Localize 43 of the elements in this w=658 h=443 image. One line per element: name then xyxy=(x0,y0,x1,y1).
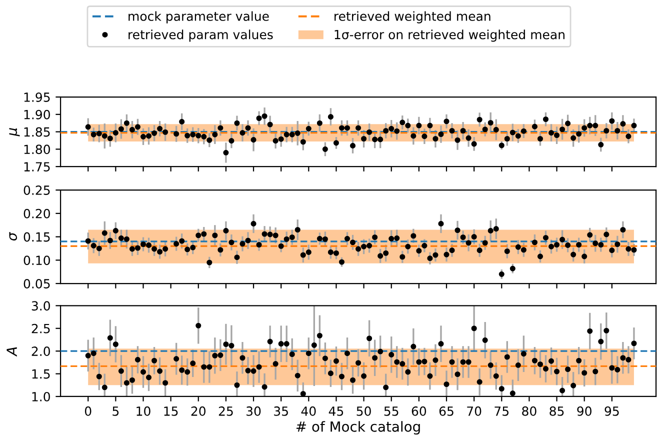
x-tick-label: 35 xyxy=(274,406,288,416)
y-axis-title: μ xyxy=(9,128,20,136)
x-tick-label: 10 xyxy=(136,406,150,416)
x-axis-title: # of Mock catalog xyxy=(296,421,420,435)
y-tick-label: 1.95 xyxy=(24,92,50,102)
y-tick-label: 1.85 xyxy=(24,127,50,137)
y-tick-label: 1.75 xyxy=(24,162,50,172)
y-tick-label: 1.0 xyxy=(32,392,50,402)
y-tick-label: 0.10 xyxy=(24,256,50,266)
y-tick-label: 0.05 xyxy=(24,278,50,288)
x-tick-label: 60 xyxy=(412,406,426,416)
x-tick-label: 70 xyxy=(467,406,482,416)
y-tick-label: 0.25 xyxy=(24,186,50,195)
x-tick-label: 5 xyxy=(112,406,119,416)
y-tick-label: 1.5 xyxy=(32,369,50,379)
x-tick-label: 40 xyxy=(301,406,316,416)
x-tick-label: 80 xyxy=(522,406,536,416)
legend-label: retrieved weighted mean xyxy=(334,11,490,24)
y-tick-label: 3.0 xyxy=(32,301,50,311)
y-axis-title: σ xyxy=(9,232,18,241)
y-tick-label: 1.90 xyxy=(24,110,50,120)
y-tick-label: 1.80 xyxy=(24,144,50,154)
x-tick-label: 75 xyxy=(494,406,508,416)
y-axis-title: A xyxy=(6,347,17,357)
x-tick-label: 85 xyxy=(550,406,564,416)
y-tick-label: 0.20 xyxy=(24,208,50,218)
x-tick-label: 55 xyxy=(384,406,398,416)
x-tick-label: 45 xyxy=(328,406,344,416)
x-tick-label: 50 xyxy=(356,406,371,416)
x-tick-label: 25 xyxy=(218,406,233,416)
x-tick-label: 30 xyxy=(246,406,261,416)
y-tick-label: 2.0 xyxy=(32,346,50,356)
x-tick-label: 95 xyxy=(604,406,619,416)
x-tick-label: 0 xyxy=(84,406,92,416)
x-tick-label: 20 xyxy=(191,406,206,416)
y-tick-label: 0.15 xyxy=(24,232,50,242)
x-tick-label: 65 xyxy=(439,406,454,416)
legend-label: mock parameter value xyxy=(128,11,269,24)
x-tick-label: 15 xyxy=(164,406,178,416)
x-tick-label: 90 xyxy=(577,406,592,416)
legend-label: 1σ-error on retrieved weighted mean xyxy=(334,30,564,42)
legend-label: retrieved param values xyxy=(128,30,273,42)
y-tick-label: 2.5 xyxy=(32,324,50,334)
